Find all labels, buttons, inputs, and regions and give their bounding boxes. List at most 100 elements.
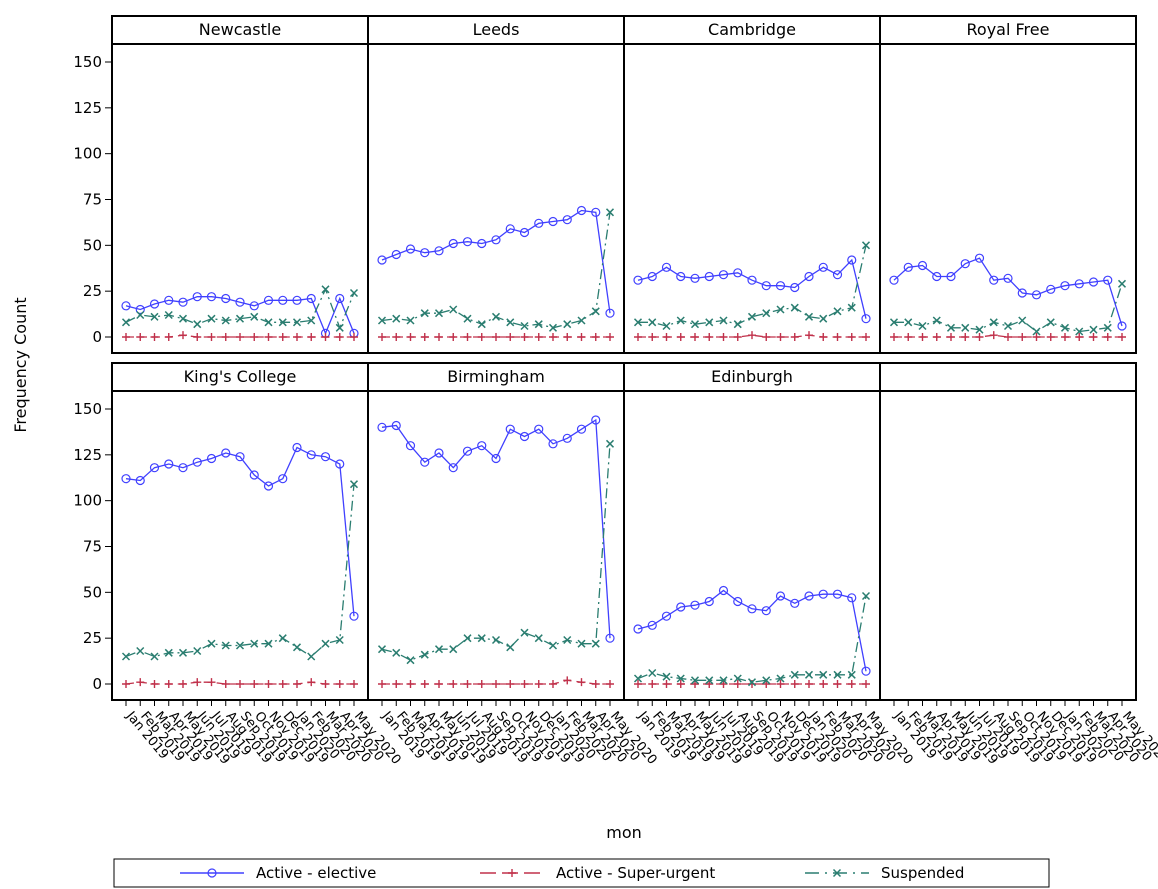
marker-birmingham-active-super-urgent xyxy=(406,680,415,688)
marker-birmingham-active-elective xyxy=(377,422,387,432)
marker-birmingham-suspended xyxy=(605,439,615,448)
marker-newcastle-active-elective xyxy=(249,301,259,311)
marker-royal-free-suspended xyxy=(1075,327,1084,336)
marker-king-s-college-suspended xyxy=(150,652,159,661)
marker-edinburgh-suspended xyxy=(762,676,771,685)
marker-cambridge-active-super-urgent xyxy=(648,333,657,341)
marker-newcastle-suspended xyxy=(307,316,316,325)
marker-newcastle-active-elective xyxy=(149,299,160,309)
marker-royal-free-active-super-urgent xyxy=(890,333,898,341)
marker-royal-free-active-elective xyxy=(889,275,899,285)
marker-newcastle-active-super-urgent xyxy=(221,333,230,341)
marker-birmingham-active-elective xyxy=(605,633,615,643)
marker-birmingham-active-super-urgent xyxy=(392,680,401,688)
marker-king-s-college-suspended xyxy=(235,641,245,650)
marker-newcastle-active-super-urgent xyxy=(164,333,173,341)
legend-entry-active-elective: Active - elective xyxy=(180,864,376,882)
marker-newcastle-active-super-urgent xyxy=(136,333,145,341)
marker-birmingham-active-elective xyxy=(391,420,401,431)
marker-royal-free-active-elective xyxy=(1060,281,1070,291)
marker-edinburgh-active-elective xyxy=(647,620,657,630)
marker-birmingham-active-elective xyxy=(562,433,572,443)
marker-royal-free-active-elective xyxy=(1003,273,1013,283)
y-tick-label: 50 xyxy=(83,236,102,254)
marker-leeds-active-elective xyxy=(405,244,416,254)
marker-royal-free-active-elective xyxy=(903,262,913,272)
series-line-royal-free-active-elective xyxy=(893,257,1123,327)
marker-king-s-college-active-super-urgent xyxy=(307,678,316,687)
series-newcastle-active-elective xyxy=(121,292,359,338)
marker-king-s-college-active-elective xyxy=(263,481,274,491)
marker-birmingham-active-elective xyxy=(434,448,444,458)
marker-cambridge-suspended xyxy=(819,314,828,323)
marker-leeds-suspended xyxy=(392,314,401,323)
marker-royal-free-active-super-urgent xyxy=(1046,333,1055,341)
marker-leeds-suspended xyxy=(506,318,515,327)
marker-leeds-active-elective xyxy=(420,248,430,258)
marker-birmingham-suspended xyxy=(563,635,572,645)
marker-cambridge-active-elective xyxy=(775,281,786,291)
marker-birmingham-active-elective xyxy=(591,415,601,425)
y-tick-label: 150 xyxy=(73,400,102,418)
marker-cambridge-active-super-urgent xyxy=(662,333,671,341)
marker-birmingham-suspended xyxy=(591,639,600,648)
marker-edinburgh-active-elective xyxy=(690,600,700,610)
legend-label-active-elective: Active - elective xyxy=(256,864,376,882)
marker-newcastle-active-elective xyxy=(178,297,188,307)
marker-newcastle-suspended xyxy=(150,312,159,321)
marker-king-s-college-suspended xyxy=(178,648,188,657)
marker-birmingham-active-elective xyxy=(491,453,501,464)
marker-king-s-college-active-elective xyxy=(292,442,302,453)
marker-king-s-college-active-elective xyxy=(320,452,331,462)
marker-birmingham-suspended xyxy=(520,628,529,637)
marker-newcastle-active-elective xyxy=(164,295,174,305)
marker-birmingham-active-elective xyxy=(462,446,473,456)
marker-edinburgh-active-super-urgent xyxy=(819,680,828,688)
marker-leeds-active-elective xyxy=(519,227,530,238)
panel-king-s-college: King's College xyxy=(111,362,369,701)
marker-royal-free-suspended xyxy=(1018,316,1027,325)
marker-newcastle-active-super-urgent xyxy=(193,333,202,341)
marker-leeds-active-super-urgent xyxy=(577,333,586,341)
marker-birmingham-suspended xyxy=(377,645,387,654)
marker-newcastle-active-super-urgent xyxy=(278,333,287,341)
marker-cambridge-active-elective xyxy=(847,255,857,265)
marker-edinburgh-active-super-urgent xyxy=(733,680,742,688)
series-leeds-active-super-urgent xyxy=(378,333,614,341)
marker-royal-free-suspended xyxy=(1089,325,1098,334)
y-tick-label: 75 xyxy=(83,538,102,556)
marker-cambridge-active-super-urgent xyxy=(733,333,742,341)
marker-royal-free-suspended xyxy=(904,318,913,327)
marker-leeds-suspended xyxy=(534,320,543,329)
marker-leeds-active-elective xyxy=(505,224,515,234)
marker-edinburgh-active-super-urgent xyxy=(662,680,671,688)
marker-edinburgh-active-elective xyxy=(761,606,771,616)
marker-king-s-college-active-elective xyxy=(164,459,174,469)
panel-title-birmingham: Birmingham xyxy=(447,367,545,386)
marker-cambridge-active-elective xyxy=(647,271,657,282)
series-edinburgh-active-elective xyxy=(633,585,871,676)
panel-royal-free: Royal Free xyxy=(879,15,1137,354)
marker-newcastle-suspended xyxy=(292,318,302,327)
plot-area-royal-free xyxy=(879,43,1137,354)
marker-edinburgh-active-elective xyxy=(704,596,714,607)
marker-leeds-suspended xyxy=(520,321,529,331)
marker-cambridge-suspended xyxy=(719,316,728,325)
marker-cambridge-suspended xyxy=(733,320,742,329)
marker-legend-active-elective xyxy=(207,868,217,878)
marker-cambridge-suspended xyxy=(676,316,685,325)
marker-newcastle-active-elective xyxy=(263,295,274,305)
marker-royal-free-active-elective xyxy=(946,271,956,282)
marker-king-s-college-suspended xyxy=(221,641,230,650)
panel-title-cambridge: Cambridge xyxy=(708,20,796,39)
marker-birmingham-suspended xyxy=(534,634,543,643)
marker-leeds-active-elective xyxy=(434,246,444,256)
y-tick-label: 100 xyxy=(73,492,102,510)
marker-cambridge-suspended xyxy=(847,303,856,312)
marker-newcastle-active-super-urgent xyxy=(250,333,259,341)
marker-newcastle-active-elective xyxy=(306,293,316,304)
marker-king-s-college-active-elective xyxy=(206,453,217,464)
marker-royal-free-active-super-urgent xyxy=(1089,333,1098,341)
series-line-leeds-active-elective xyxy=(381,209,611,314)
marker-leeds-suspended xyxy=(548,323,558,332)
